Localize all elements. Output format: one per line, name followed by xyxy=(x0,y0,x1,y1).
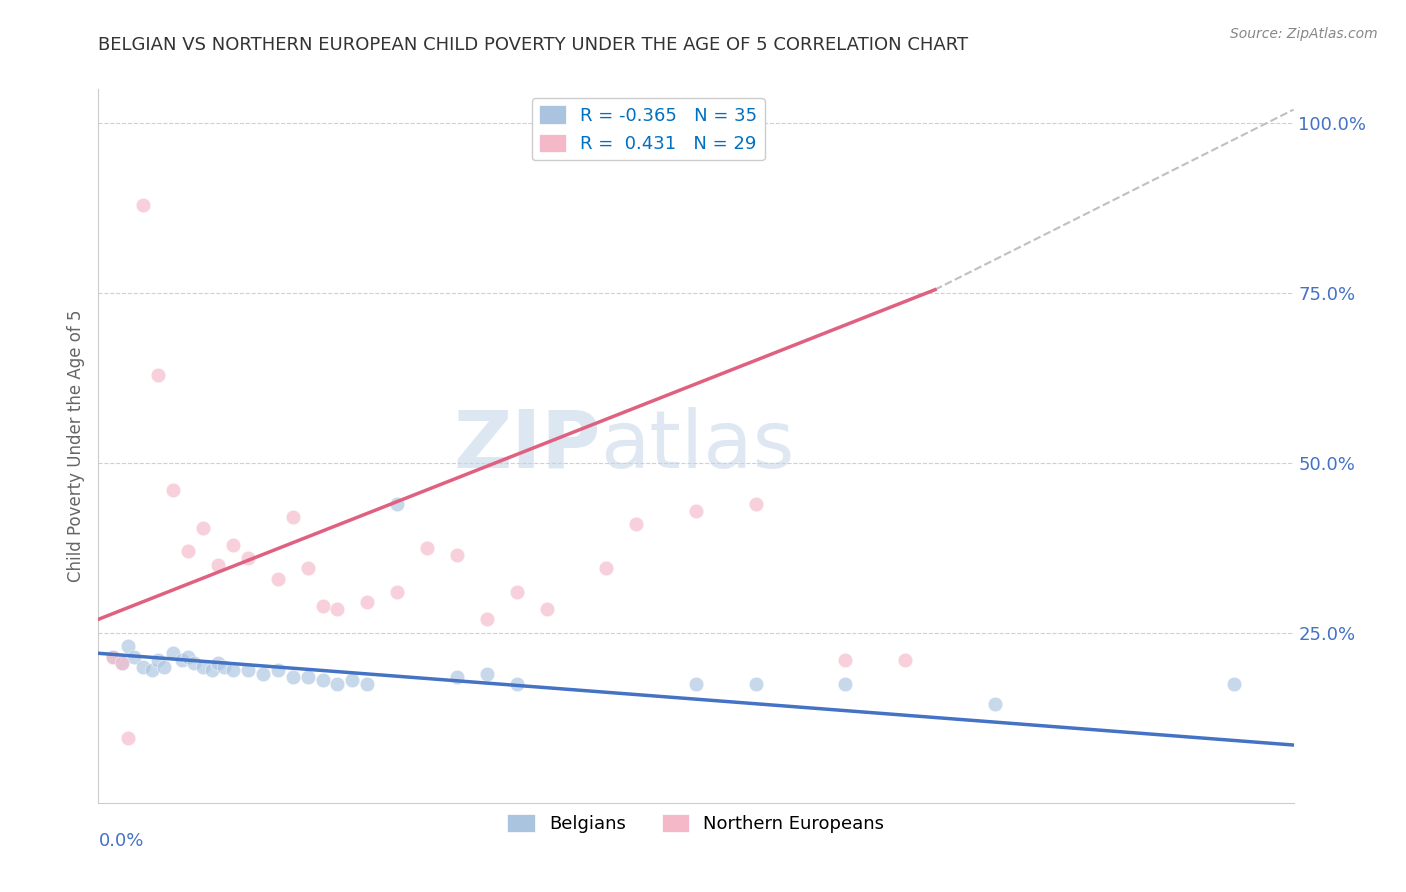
Point xyxy=(626,517,648,532)
Point xyxy=(191,520,214,534)
Point xyxy=(745,497,768,511)
Point xyxy=(162,646,184,660)
Point xyxy=(984,698,1007,712)
Point xyxy=(475,666,498,681)
Point xyxy=(297,561,319,575)
Point xyxy=(132,198,155,212)
Point xyxy=(148,368,170,382)
Point xyxy=(834,677,856,691)
Text: 0.0%: 0.0% xyxy=(98,831,143,849)
Point xyxy=(356,595,378,609)
Point xyxy=(212,660,235,674)
Point xyxy=(281,670,304,684)
Text: atlas: atlas xyxy=(600,407,794,485)
Text: ZIP: ZIP xyxy=(453,407,600,485)
Point xyxy=(252,666,274,681)
Point xyxy=(153,660,176,674)
Point xyxy=(124,649,146,664)
Point xyxy=(595,561,617,575)
Y-axis label: Child Poverty Under the Age of 5: Child Poverty Under the Age of 5 xyxy=(66,310,84,582)
Point xyxy=(326,602,349,616)
Point xyxy=(311,599,333,613)
Point xyxy=(342,673,364,688)
Point xyxy=(385,497,409,511)
Point xyxy=(506,677,529,691)
Point xyxy=(172,653,194,667)
Point xyxy=(132,660,155,674)
Point xyxy=(201,663,224,677)
Point xyxy=(207,657,229,671)
Point xyxy=(183,657,205,671)
Point xyxy=(267,663,290,677)
Point xyxy=(236,663,259,677)
Point xyxy=(207,558,229,572)
Point xyxy=(162,483,184,498)
Point xyxy=(311,673,333,688)
Point xyxy=(222,537,245,551)
Point xyxy=(834,653,856,667)
Point xyxy=(385,585,409,599)
Point xyxy=(222,663,245,677)
Point xyxy=(326,677,349,691)
Point xyxy=(685,503,707,517)
Point xyxy=(103,649,125,664)
Point xyxy=(191,660,214,674)
Legend: Belgians, Northern Europeans: Belgians, Northern Europeans xyxy=(501,806,891,840)
Point xyxy=(506,585,529,599)
Point xyxy=(117,731,139,746)
Text: Source: ZipAtlas.com: Source: ZipAtlas.com xyxy=(1230,27,1378,41)
Point xyxy=(111,657,134,671)
Point xyxy=(117,640,139,654)
Point xyxy=(685,677,707,691)
Point xyxy=(356,677,378,691)
Point xyxy=(536,602,558,616)
Point xyxy=(148,653,170,667)
Point xyxy=(1223,677,1246,691)
Point xyxy=(416,541,439,555)
Point xyxy=(894,653,917,667)
Point xyxy=(281,510,304,524)
Point xyxy=(446,670,468,684)
Point xyxy=(141,663,163,677)
Point xyxy=(267,572,290,586)
Point xyxy=(475,612,498,626)
Point xyxy=(103,649,125,664)
Point xyxy=(446,548,468,562)
Point xyxy=(177,649,200,664)
Point xyxy=(297,670,319,684)
Point xyxy=(236,551,259,566)
Text: BELGIAN VS NORTHERN EUROPEAN CHILD POVERTY UNDER THE AGE OF 5 CORRELATION CHART: BELGIAN VS NORTHERN EUROPEAN CHILD POVER… xyxy=(98,36,969,54)
Point xyxy=(111,657,134,671)
Point xyxy=(177,544,200,558)
Point xyxy=(745,677,768,691)
